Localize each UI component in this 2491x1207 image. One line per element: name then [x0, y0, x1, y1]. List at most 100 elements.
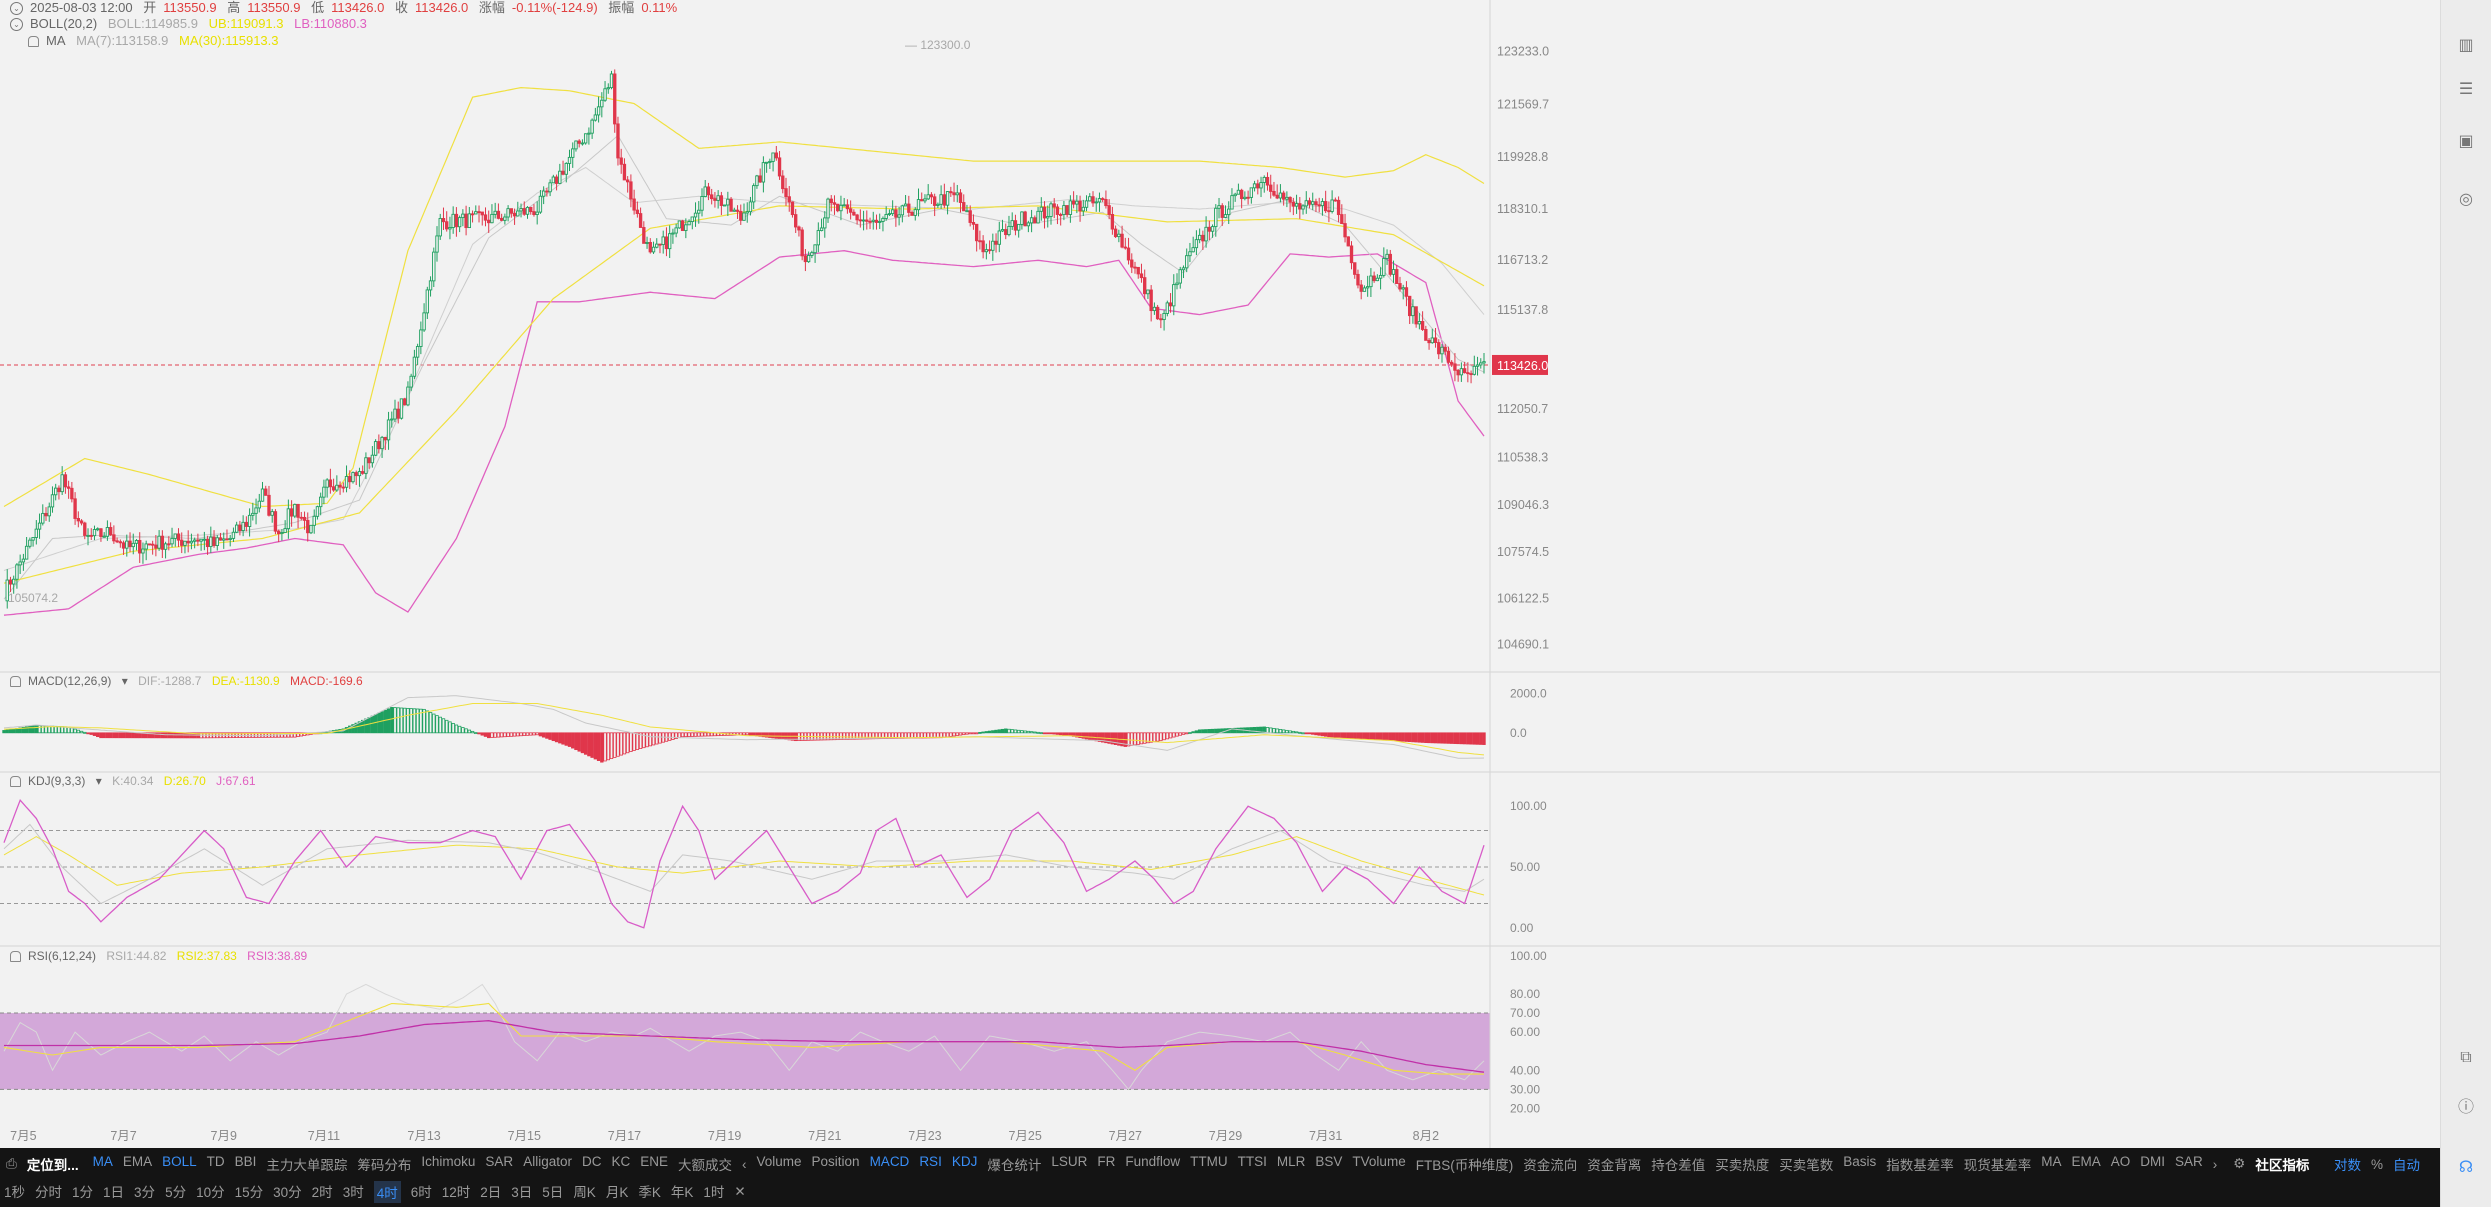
sub-indicator-1[interactable]: Position: [811, 1154, 860, 1169]
auto-scale-button[interactable]: 自动: [2393, 1158, 2420, 1173]
sub-indicator-16[interactable]: 资金背离: [1587, 1158, 1642, 1173]
bell-icon[interactable]: [10, 776, 21, 788]
sub-indicator-19[interactable]: 买卖笔数: [1779, 1158, 1834, 1173]
chevron-down-icon[interactable]: ⌄: [10, 18, 23, 32]
sub-indicator-15[interactable]: 资金流向: [1523, 1158, 1578, 1173]
timeframe-18[interactable]: 月K: [605, 1185, 629, 1200]
close-icon[interactable]: ✕: [734, 1184, 746, 1199]
settings-icon[interactable]: ⚙: [2233, 1156, 2246, 1171]
main-indicator-1[interactable]: EMA: [122, 1154, 153, 1169]
timeframe-12[interactable]: 6时: [410, 1185, 432, 1200]
sub-indicator-5[interactable]: 爆仓统计: [987, 1158, 1042, 1173]
compass-icon[interactable]: ◎: [2459, 191, 2473, 208]
sub-indicator-2[interactable]: MACD: [869, 1154, 910, 1169]
timeframe-6[interactable]: 10分: [196, 1185, 225, 1200]
main-indicator-0[interactable]: MA: [92, 1154, 113, 1169]
timeframe-21[interactable]: 1时: [703, 1185, 725, 1200]
percent-scale-button[interactable]: %: [2370, 1156, 2383, 1172]
chevron-down-icon[interactable]: ▾: [121, 674, 128, 688]
main-indicator-13[interactable]: 大额成交: [678, 1158, 732, 1173]
timeframe-11[interactable]: 4时: [373, 1181, 401, 1203]
timeframe-14[interactable]: 2日: [480, 1185, 502, 1200]
ma-name[interactable]: MA: [46, 33, 66, 48]
community-indicators-button[interactable]: 社区指标: [2255, 1158, 2310, 1173]
timeframe-1[interactable]: 分时: [35, 1185, 63, 1200]
timeframe-8[interactable]: 30分: [273, 1185, 302, 1200]
main-indicator-8[interactable]: SAR: [485, 1154, 514, 1169]
main-indicator-7[interactable]: Ichimoku: [421, 1154, 476, 1169]
chevron-left-icon[interactable]: ‹: [742, 1156, 747, 1172]
timeframe-13[interactable]: 12时: [441, 1185, 471, 1200]
support-icon[interactable]: ☊: [2458, 1159, 2474, 1176]
sub-indicator-25[interactable]: AO: [2110, 1154, 2131, 1169]
chart-canvas[interactable]: — 123300.0 105074.2 123233.0 121569.7 11992…: [0, 0, 2440, 1148]
sub-indicator-14[interactable]: FTBS(币种维度): [1415, 1158, 1514, 1173]
chevron-down-icon[interactable]: ⌄: [10, 2, 23, 16]
main-indicator-4[interactable]: BBI: [234, 1154, 257, 1169]
sub-indicator-20[interactable]: Basis: [1843, 1154, 1877, 1169]
sub-indicator-26[interactable]: DMI: [2140, 1154, 2165, 1169]
sub-indicator-8[interactable]: Fundflow: [1125, 1154, 1181, 1169]
timeframe-17[interactable]: 周K: [573, 1185, 596, 1200]
timeframe-15[interactable]: 3日: [511, 1185, 533, 1200]
timeframe-16[interactable]: 5日: [542, 1185, 564, 1200]
macd-name[interactable]: MACD(12,26,9): [28, 674, 112, 688]
main-indicator-9[interactable]: Alligator: [523, 1154, 572, 1169]
chart-area[interactable]: — 123300.0 105074.2 123233.0 121569.7 11992…: [0, 0, 2440, 1148]
timeframe-0[interactable]: 1秒: [4, 1185, 26, 1200]
macd-histogram-bar: [487, 732, 491, 739]
locate-icon[interactable]: ⎙: [6, 1156, 17, 1171]
timeframe-9[interactable]: 2时: [311, 1185, 333, 1200]
chevron-right-icon[interactable]: ›: [2212, 1156, 2218, 1172]
timeframe-3[interactable]: 1日: [103, 1185, 125, 1200]
main-indicator-2[interactable]: BOLL: [162, 1154, 197, 1169]
sub-indicator-10[interactable]: TTSI: [1237, 1154, 1267, 1169]
sub-indicator-24[interactable]: EMA: [2071, 1154, 2101, 1169]
kdj-name[interactable]: KDJ(9,3,3): [28, 774, 86, 788]
copy-icon[interactable]: ⧉: [2460, 1049, 2472, 1066]
main-indicator-5[interactable]: 主力大单跟踪: [266, 1158, 348, 1173]
timeframe-20[interactable]: 年K: [670, 1185, 694, 1200]
timeframe-2[interactable]: 1分: [72, 1185, 94, 1200]
info-icon[interactable]: ⓘ: [2458, 1099, 2475, 1116]
macd-histogram-bar: [1391, 732, 1396, 742]
candle-body: [412, 356, 417, 377]
bell-icon[interactable]: [28, 36, 39, 48]
main-indicator-6[interactable]: 筹码分布: [357, 1158, 412, 1173]
timeframe-19[interactable]: 季K: [638, 1185, 661, 1200]
log-scale-button[interactable]: 对数: [2333, 1158, 2361, 1173]
sub-indicator-17[interactable]: 持仓差值: [1651, 1158, 1706, 1173]
candle-body: [160, 535, 165, 550]
sub-indicator-6[interactable]: LSUR: [1051, 1154, 1088, 1169]
list-icon[interactable]: ☰: [2458, 81, 2474, 98]
chevron-down-icon[interactable]: ▾: [95, 774, 102, 788]
sub-indicator-9[interactable]: TTMU: [1190, 1154, 1228, 1169]
main-indicator-12[interactable]: ENE: [640, 1154, 668, 1169]
rsi-name[interactable]: RSI(6,12,24): [28, 949, 97, 963]
sub-indicator-3[interactable]: RSI: [919, 1154, 942, 1169]
sub-indicator-27[interactable]: SAR: [2175, 1154, 2203, 1169]
sub-indicator-11[interactable]: MLR: [1276, 1154, 1306, 1169]
image-icon[interactable]: ▣: [2458, 133, 2474, 150]
timeframe-4[interactable]: 3分: [134, 1185, 156, 1200]
sub-indicator-12[interactable]: BSV: [1315, 1154, 1343, 1169]
main-indicator-10[interactable]: DC: [581, 1154, 602, 1169]
sub-indicator-0[interactable]: Volume: [756, 1154, 802, 1169]
timeframe-5[interactable]: 5分: [165, 1185, 187, 1200]
candles-icon[interactable]: ▥: [2458, 37, 2474, 54]
sub-indicator-4[interactable]: KDJ: [951, 1154, 978, 1169]
sub-indicator-21[interactable]: 指数基差率: [1886, 1158, 1954, 1173]
boll-name[interactable]: BOLL(20,2): [30, 16, 98, 31]
main-indicator-3[interactable]: TD: [206, 1154, 225, 1169]
sub-indicator-18[interactable]: 买卖热度: [1715, 1158, 1770, 1173]
sub-indicator-7[interactable]: FR: [1097, 1154, 1116, 1169]
locate-button[interactable]: 定位到...: [26, 1158, 79, 1173]
main-indicator-11[interactable]: KC: [611, 1154, 631, 1169]
bell-icon[interactable]: [10, 951, 21, 963]
bell-icon[interactable]: [10, 676, 21, 688]
sub-indicator-22[interactable]: 现货基差率: [1963, 1158, 2032, 1173]
timeframe-7[interactable]: 15分: [234, 1185, 264, 1200]
sub-indicator-13[interactable]: TVolume: [1352, 1154, 1406, 1169]
sub-indicator-23[interactable]: MA: [2041, 1154, 2062, 1169]
timeframe-10[interactable]: 3时: [342, 1185, 364, 1200]
